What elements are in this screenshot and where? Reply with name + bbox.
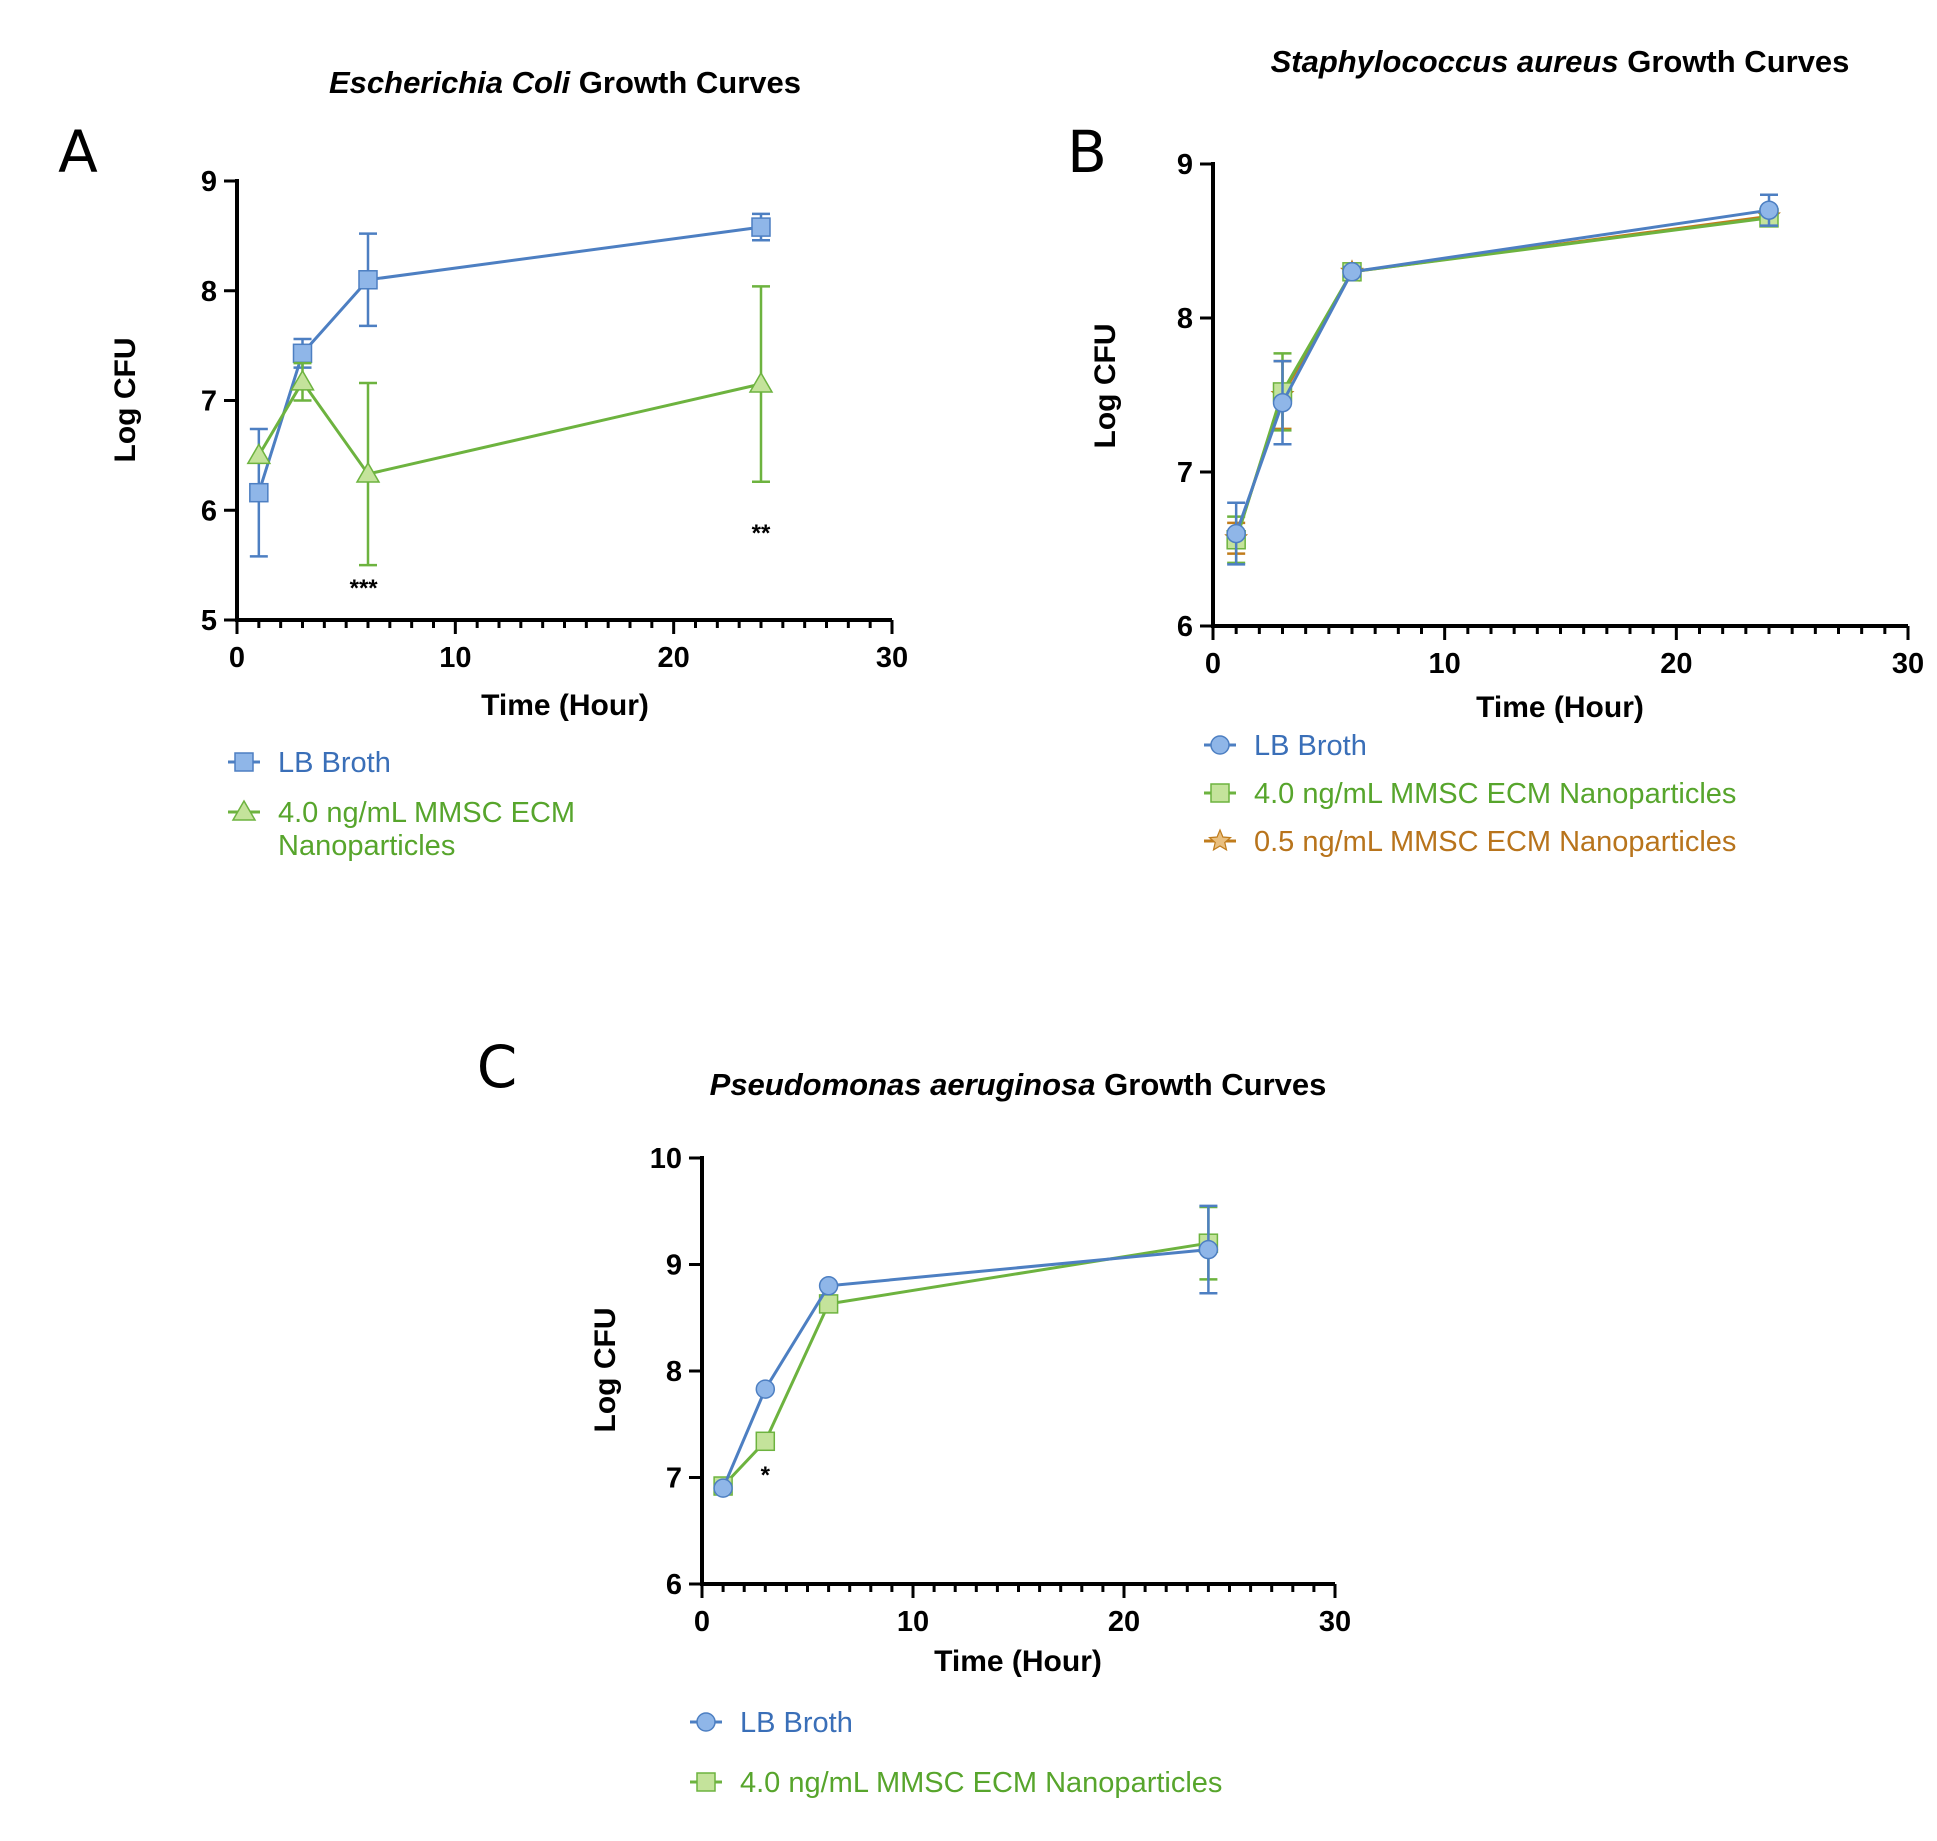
legend-marker [1210, 783, 1230, 803]
y-tick-label: 10 [650, 1143, 682, 1175]
legend-label: LB Broth [1254, 730, 1367, 762]
series-4-0-ng-ml-mmsc-ecm-nanoparticles [1226, 208, 1779, 565]
legend-marker [696, 1712, 716, 1732]
y-tick-label: 5 [201, 605, 217, 637]
chart-title-italic: Escherichia Coli [329, 65, 572, 100]
series-lb-broth [713, 1204, 1219, 1498]
chart-title-italic: Staphylococcus aureus [1271, 44, 1619, 79]
x-tick-label: 30 [876, 642, 908, 674]
legend-label: LB Broth [278, 747, 391, 779]
legend: LB Broth 4.0 ng/mL MMSC ECM Nanoparticles [690, 1707, 1222, 1799]
series-line [257, 225, 762, 494]
y-tick-label: 8 [666, 1356, 682, 1388]
data-point [358, 270, 378, 290]
y-tick-label: 9 [666, 1250, 682, 1282]
legend-marker-lb-broth [234, 752, 254, 772]
series-4-0-ng-ml-mmsc-ecm-nanoparticles [246, 285, 774, 567]
legend-marker-4ng [231, 799, 257, 821]
panel-letter: B [1067, 118, 1107, 186]
data-point [751, 217, 771, 237]
data-point [246, 442, 272, 465]
legend-label: LB Broth [740, 1707, 853, 1739]
series-line [257, 379, 762, 476]
x-axis-label: Time (Hour) [934, 1645, 1102, 1678]
series-line [1234, 208, 1770, 535]
data-point [1272, 392, 1293, 413]
data-point [1759, 200, 1779, 220]
legend-marker [1208, 828, 1232, 852]
data-point [818, 1276, 839, 1296]
panel-b: B Staphylococcus aureus Growth Curves 0 10 2… [1067, 44, 1924, 858]
data-point [755, 1379, 776, 1399]
significance-marker: * [761, 1462, 771, 1489]
legend-label: 4.0 ng/mL MMSC ECM Nanoparticles [1254, 778, 1736, 810]
y-tick-label: 9 [201, 166, 217, 198]
y-tick-label: 6 [666, 1569, 682, 1601]
data-point [290, 369, 315, 391]
significance-marker: *** [350, 575, 379, 602]
x-tick-label: 10 [1429, 648, 1461, 680]
series-line [1234, 214, 1770, 539]
y-tick-label: 8 [1177, 303, 1193, 335]
chart-title-rest: Growth Curves [1619, 44, 1850, 79]
chart-title: Pseudomonas aeruginosa Growth Curves [710, 1067, 1327, 1102]
series-lb-broth [249, 212, 771, 558]
y-tick-label: 7 [1177, 457, 1193, 489]
y-tick-label: 7 [201, 386, 217, 418]
data-point [755, 1431, 776, 1452]
data-point [1226, 523, 1246, 544]
data-point [713, 1478, 733, 1498]
legend-label: 0.5 ng/mL MMSC ECM Nanoparticles [1254, 826, 1736, 858]
legend-label: Nanoparticles [278, 830, 455, 862]
series-0-5-ng-ml-mmsc-ecm-nanoparticles [1224, 203, 1781, 555]
y-axis-label: Log CFU [109, 338, 142, 463]
x-tick-label: 30 [1319, 1606, 1351, 1638]
x-tick-label: 10 [439, 642, 471, 674]
y-tick-label: 8 [201, 276, 217, 308]
x-tick-label: 20 [658, 642, 690, 674]
legend-marker [1210, 735, 1230, 755]
y-axis-label: Log CFU [1089, 324, 1122, 449]
y-tick-label: 7 [666, 1463, 682, 1495]
x-tick-label: 10 [897, 1606, 929, 1638]
data-point [748, 371, 774, 393]
y-tick-label: 6 [1177, 611, 1193, 643]
x-tick-label: 0 [1205, 648, 1221, 680]
chart-title-rest: Growth Curves [570, 65, 801, 100]
legend: LB Broth 4.0 ng/mL MMSC ECM Nanoparticles… [1204, 730, 1736, 858]
legend-label: 4.0 ng/mL MMSC ECM [278, 797, 575, 829]
chart-title-rest: Growth Curves [1096, 1067, 1327, 1102]
significance-marker: ** [752, 520, 771, 547]
legend-label: 4.0 ng/mL MMSC ECM Nanoparticles [740, 1767, 1222, 1799]
y-tick-label: 6 [201, 495, 217, 527]
x-tick-label: 0 [694, 1606, 710, 1638]
data-point [249, 482, 269, 503]
legend-marker [696, 1772, 716, 1792]
y-tick-label: 9 [1177, 149, 1193, 181]
x-axis-label: Time (Hour) [481, 689, 649, 722]
panel-letter: A [58, 118, 98, 186]
panel-c: C Pseudomonas aeruginosa Growth Curves 0 10… [477, 1033, 1351, 1799]
series-line [722, 1241, 1209, 1488]
series-line [721, 1248, 1209, 1489]
data-point [1342, 262, 1362, 282]
chart-title: Escherichia Coli Growth Curves [329, 65, 801, 100]
data-point [292, 343, 313, 364]
data-point [355, 461, 381, 483]
chart-title-italic: Pseudomonas aeruginosa [710, 1067, 1096, 1102]
series-line [1234, 216, 1770, 541]
data-point [1198, 1239, 1219, 1260]
x-tick-label: 30 [1892, 648, 1924, 680]
panel-a: A Escherichia Coli Growth Curves 0 10 20 30 5 6… [58, 65, 908, 862]
x-axis-label: Time (Hour) [1476, 691, 1644, 724]
x-tick-label: 20 [1660, 648, 1692, 680]
chart-title: Staphylococcus aureus Growth Curves [1271, 44, 1850, 79]
x-tick-label: 0 [229, 642, 245, 674]
panel-letter: C [477, 1033, 518, 1101]
x-tick-label: 20 [1108, 1606, 1140, 1638]
y-axis-label: Log CFU [589, 1308, 622, 1433]
series-lb-broth [1226, 193, 1779, 566]
